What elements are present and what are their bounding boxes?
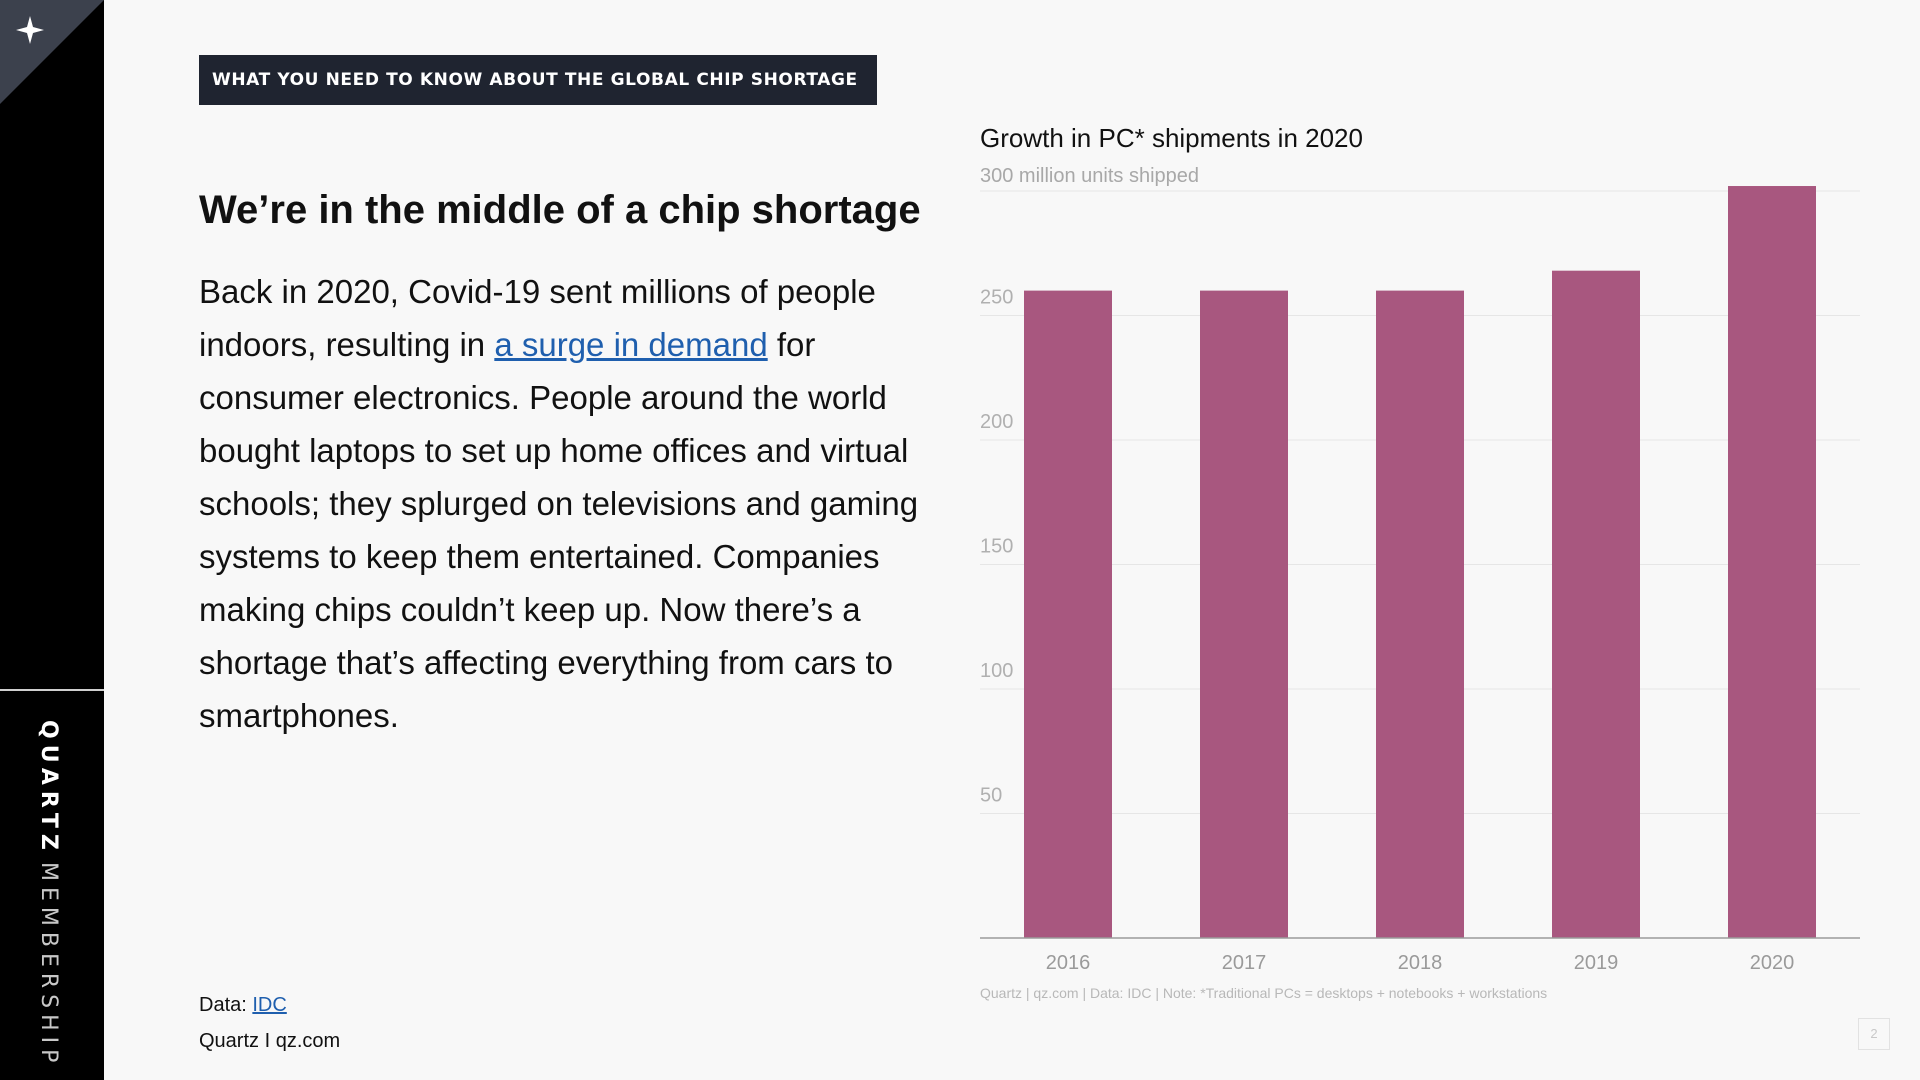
y-tick-label: 250 bbox=[980, 287, 1013, 309]
sidebar-divider bbox=[0, 689, 104, 691]
sparkle-icon bbox=[0, 0, 104, 104]
bar-chart: 50 100 150 200 250 2016 2017 2018 2019 2020 Growt… bbox=[960, 115, 1870, 1015]
x-tick-label: 2018 bbox=[1398, 952, 1443, 974]
bar bbox=[1552, 270, 1640, 938]
y-tick-label: 200 bbox=[980, 411, 1013, 433]
chart-title: Growth in PC* shipments in 2020 bbox=[980, 123, 1363, 153]
page-number: 2 bbox=[1858, 1018, 1890, 1050]
bar bbox=[1024, 290, 1112, 939]
body-text-end: for consumer electronics. People around … bbox=[199, 326, 919, 734]
body-text-start: Back in 2020, Covid-19 sent millions of … bbox=[199, 273, 876, 363]
data-credit: Data: IDC bbox=[199, 994, 287, 1017]
y-tick-label: 100 bbox=[980, 660, 1013, 682]
bar bbox=[1200, 290, 1288, 939]
sidebar: QUARTZ MEMBERSHIP bbox=[0, 0, 104, 1080]
y-tick-label: 50 bbox=[980, 785, 1002, 807]
chart-plot: 50 100 150 200 250 2016 2017 2018 2019 2020 bbox=[980, 186, 1860, 974]
x-tick-label: 2017 bbox=[1222, 952, 1267, 974]
x-tick-label: 2020 bbox=[1750, 952, 1795, 974]
brand-quartz: QUARTZ bbox=[36, 720, 61, 856]
data-label: Data: bbox=[199, 994, 253, 1016]
brand-wordmark: QUARTZ MEMBERSHIP bbox=[36, 720, 61, 1068]
x-tick-label: 2016 bbox=[1046, 952, 1091, 974]
x-tick-label: 2019 bbox=[1574, 952, 1619, 974]
body-paragraph: Back in 2020, Covid-19 sent millions of … bbox=[199, 265, 919, 742]
surge-in-demand-link[interactable]: a surge in demand bbox=[494, 326, 768, 363]
brand-membership: MEMBERSHIP bbox=[36, 861, 61, 1069]
section-kicker: WHAT YOU NEED TO KNOW ABOUT THE GLOBAL C… bbox=[199, 55, 877, 105]
bar bbox=[1728, 186, 1816, 938]
chart-note: Quartz | qz.com | Data: IDC | Note: *Tra… bbox=[980, 985, 1548, 1001]
source-credit: Quartz I qz.com bbox=[199, 1030, 341, 1052]
chart-subtitle: 300 million units shipped bbox=[980, 165, 1200, 187]
headline: We’re in the middle of a chip shortage bbox=[199, 188, 921, 232]
idc-link[interactable]: IDC bbox=[252, 994, 287, 1016]
bar bbox=[1376, 290, 1464, 939]
y-tick-label: 150 bbox=[980, 536, 1013, 558]
